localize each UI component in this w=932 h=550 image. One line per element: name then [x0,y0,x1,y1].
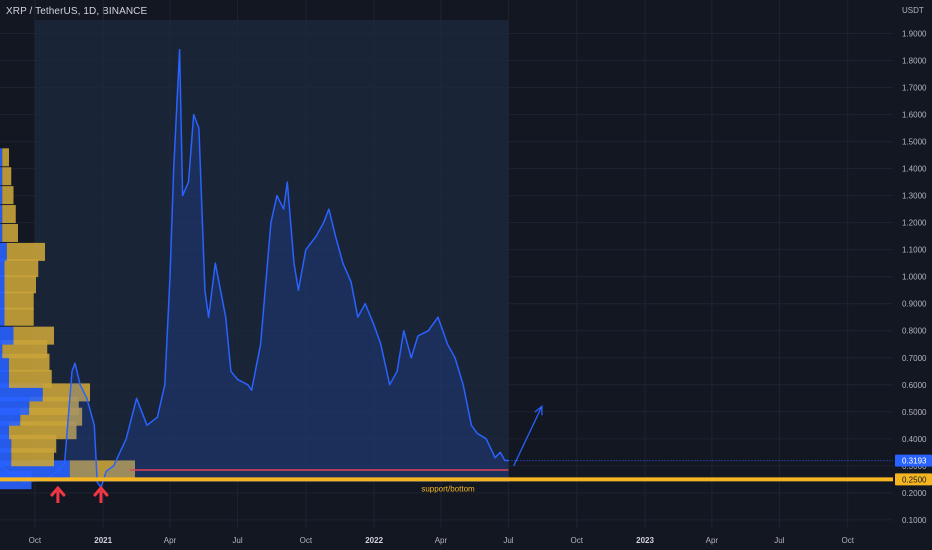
volume-profile-up-bar [0,186,3,205]
x-tick-label: Oct [29,536,42,545]
support-line [0,477,893,482]
x-tick-label: Oct [300,536,313,545]
volume-profile-down-bar [11,434,57,453]
y-tick-label: 1.7000 [902,84,927,93]
volume-profile-down-bar [4,259,39,278]
volume-profile-up-bar [0,307,5,326]
y-tick-label: 1.0000 [902,273,927,282]
y-tick-label: 0.2000 [902,489,927,498]
y-tick-label: 0.6000 [902,381,927,390]
y-tick-label: 0.1000 [902,516,927,525]
y-tick-label: 1.4000 [902,165,927,174]
volume-profile-down-bar [2,186,14,205]
y-tick-label: 1.5000 [902,138,927,147]
volume-profile-up-bar [0,448,12,467]
volume-profile-down-bar [13,326,54,345]
volume-profile-up-bar [0,326,14,345]
y-tick-label: 0.5000 [902,408,927,417]
volume-profile-down-bar [4,307,34,326]
volume-profile-up-bar [0,275,5,294]
x-tick-label: 2022 [365,536,383,545]
price-unit-label: USDT [902,6,924,15]
volume-profile-up-bar [0,340,3,359]
price-tag-label: 0.3193 [902,457,927,466]
volume-profile-down-bar [2,340,48,359]
volume-profile-down-bar [9,369,52,388]
volume-profile-up-bar [0,259,5,278]
red-up-arrow-head [93,485,109,497]
y-tick-label: 0.8000 [902,327,927,336]
volume-profile-up-bar [0,421,9,440]
x-tick-label: Apr [435,536,448,545]
volume-profile-down-bar [11,448,54,467]
symbol-title: XRP / TetherUS, 1D, BINANCE [6,6,148,17]
projection-arrow-line [513,406,543,467]
volume-profile-down-bar [4,291,34,310]
price-tag [895,473,932,486]
volume-profile-up-bar [0,353,9,372]
x-tick-label: Oct [841,536,854,545]
volume-profile-up-bar [0,223,3,242]
y-tick-label: 1.6000 [902,111,927,120]
volume-profile-up-bar [0,434,12,453]
y-tick-label: 1.2000 [902,219,927,228]
volume-profile-down-bar [2,167,12,186]
y-tick-label: 1.1000 [902,246,927,255]
x-tick-label: Jul [503,536,513,545]
x-tick-label: Oct [571,536,584,545]
price-line [0,48,509,489]
volume-profile-down-bar [2,205,16,224]
volume-profile-up-bar [0,291,5,310]
support-label: support/bottom [421,484,475,493]
volume-profile-up-bar [0,369,9,388]
y-tick-label: 0.4000 [902,435,927,444]
volume-profile-down-bar [2,223,18,242]
price-area-fill [0,49,509,488]
volume-profile-down-bar [6,242,45,261]
volume-profile-down-bar [2,148,9,167]
volume-profile-down-bar [4,275,36,294]
date-range-highlight [34,20,509,482]
volume-profile-up-bar [0,242,7,261]
y-tick-label: 1.8000 [902,57,927,66]
x-tick-label: 2021 [94,536,112,545]
x-tick-label: 2023 [636,536,654,545]
red-up-arrow-head [50,485,66,497]
x-tick-label: Apr [706,536,719,545]
y-tick-label: 1.9000 [902,30,927,39]
volume-profile-up-bar [0,148,3,167]
volume-profile-up-bar [0,396,30,415]
y-tick-label: 1.3000 [902,192,927,201]
volume-profile-up-bar [0,383,43,402]
volume-profile-down-bar [69,460,135,479]
y-tick-label: 0.7000 [902,354,927,363]
projection-arrow-head [534,405,543,416]
volume-profile-up-bar [0,167,3,186]
volume-profile-down-bar [9,421,77,440]
volume-profile-up-bar [0,205,3,224]
x-tick-label: Jul [232,536,242,545]
price-tag-label: 0.2500 [902,475,927,484]
x-tick-label: Apr [164,536,177,545]
y-tick-label: 0.9000 [902,300,927,309]
volume-profile-down-bar [9,353,50,372]
volume-profile-down-bar [29,396,79,415]
volume-profile-down-bar [42,383,90,402]
x-tick-label: Jul [774,536,784,545]
price-tag [895,454,932,467]
